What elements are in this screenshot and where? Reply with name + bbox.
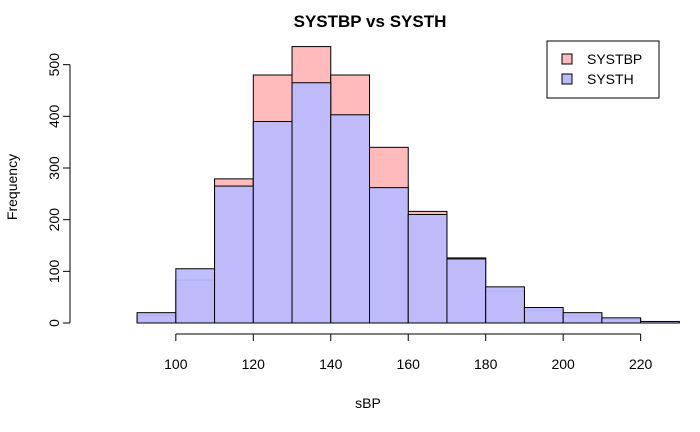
- bar-systh-3: [214, 185, 254, 324]
- bar-systh-13: [601, 317, 642, 324]
- y-axis: 0 100 200 300 400 500: [46, 53, 71, 327]
- bar-systh-11: [523, 307, 564, 324]
- x-tick-label-200: 200: [551, 356, 575, 372]
- chart-title: SYSTBP vs SYSTH: [294, 12, 447, 31]
- bar-systh-5: [291, 82, 332, 324]
- x-tick-label-100: 100: [164, 356, 188, 372]
- x-tick-label-120: 120: [242, 356, 266, 372]
- x-axis-label: sBP: [355, 395, 381, 411]
- bar-systh-10: [485, 286, 525, 324]
- legend-box: [546, 40, 660, 99]
- bar-systh-1: [136, 312, 177, 324]
- legend-label-systh: SYSTH: [587, 71, 634, 87]
- series-systh-bars: [136, 82, 680, 324]
- bar-systh-2: [175, 268, 216, 324]
- bar-systh-9: [446, 258, 487, 324]
- x-tick-label-140: 140: [319, 356, 343, 372]
- legend-label-systbp: SYSTBP: [587, 51, 642, 67]
- bar-systh-14: [640, 320, 680, 324]
- bar-systh-4: [252, 121, 293, 324]
- y-tick-label-200: 200: [46, 208, 62, 232]
- bar-systh-7: [369, 187, 409, 324]
- legend: SYSTBP SYSTH: [546, 40, 660, 99]
- bar-systh-6: [330, 114, 370, 324]
- x-axis: 100 120 140 160 180 200 220: [164, 333, 653, 372]
- y-tick-label-500: 500: [46, 53, 62, 77]
- x-tick-label-220: 220: [629, 356, 653, 372]
- y-tick-label-300: 300: [46, 156, 62, 180]
- legend-swatch-systbp: [561, 53, 573, 65]
- bar-systh-12: [562, 312, 603, 324]
- y-axis-label: Frequency: [4, 154, 20, 220]
- y-tick-label-400: 400: [46, 104, 62, 128]
- bar-systh-8: [407, 214, 448, 324]
- legend-swatch-systh: [561, 73, 573, 85]
- y-tick-label-0: 0: [46, 319, 62, 327]
- x-tick-label-180: 180: [474, 356, 498, 372]
- x-tick-label-160: 160: [397, 356, 421, 372]
- y-tick-label-100: 100: [46, 259, 62, 283]
